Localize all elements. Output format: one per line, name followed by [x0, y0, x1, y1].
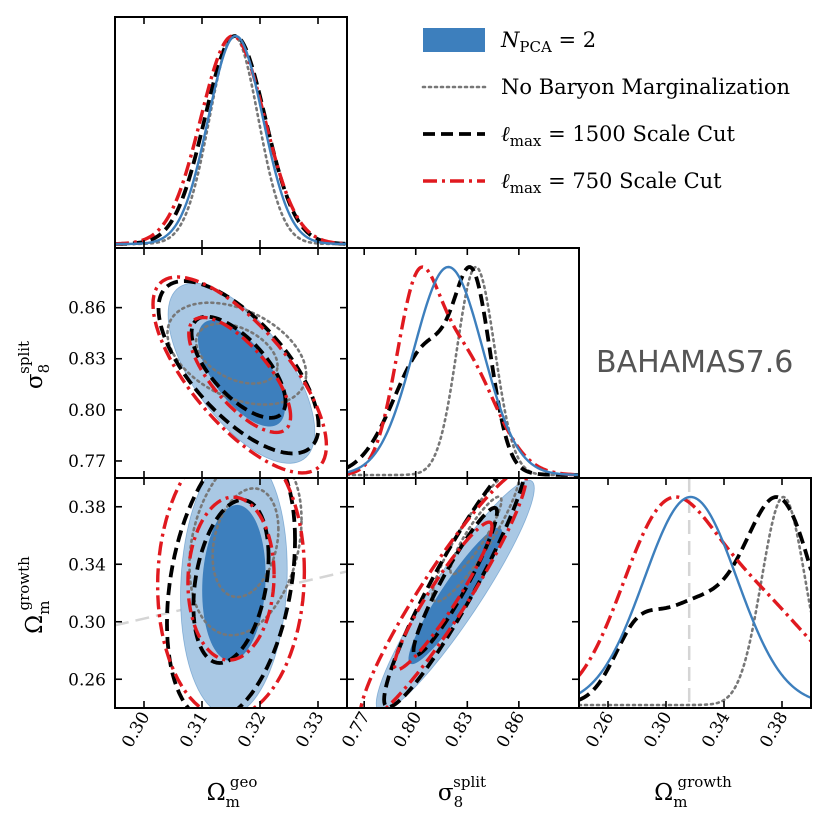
axis-superscript: split — [453, 773, 486, 791]
panels-layer — [114, 16, 812, 709]
y-tick-label: 0.26 — [68, 670, 106, 690]
marginal-curve-0 — [347, 265, 579, 477]
legend: NPCA = 2 No Baryon Marginalization ℓmax = … — [421, 28, 790, 197]
x-tick-label: 0.33 — [292, 709, 328, 752]
legend-label: ℓmax = 750 Scale Cut — [501, 169, 722, 197]
panel-omgrowth-vs-omgeo — [115, 478, 347, 708]
marginal-curve-3 — [347, 265, 579, 477]
contour-inner-3 — [392, 520, 494, 672]
y-tick-label: 0.86 — [68, 299, 106, 319]
svg-text:Ωmgeo: Ωm geo — [207, 773, 258, 811]
panel-omgrowth-marginal — [579, 478, 811, 708]
marginal-curve-2 — [579, 495, 811, 702]
panel-omgeo-marginal — [115, 34, 347, 246]
x-tick-label: 0.30 — [640, 709, 676, 752]
legend-entry-3: ℓmax = 750 Scale Cut — [423, 169, 722, 197]
axis-subscript: m — [673, 793, 687, 811]
y-tick-label: 0.80 — [68, 401, 106, 421]
panel-frame — [114, 16, 348, 249]
reference-line — [115, 570, 347, 627]
y-tick-label: 0.77 — [68, 452, 106, 472]
axis-subscript: 8 — [35, 364, 53, 374]
axis-symbol: Ω — [654, 780, 673, 806]
axis-label-om_geo: Ωm geo — [207, 773, 258, 811]
axis-superscript: growth — [15, 556, 33, 611]
axis-superscript: growth — [677, 773, 732, 791]
y-tick-label: 0.34 — [68, 555, 106, 575]
marginal-curve-2 — [347, 265, 579, 477]
marginal-curve-3 — [115, 34, 347, 246]
axis-label-om_growth: Ωmgrowth — [15, 556, 53, 634]
axis-symbol: Ω — [207, 780, 226, 806]
x-tick-label: 0.31 — [176, 709, 212, 752]
legend-swatch — [423, 28, 485, 52]
contour-inner-1 — [194, 322, 279, 385]
contour-outer-2 — [156, 279, 321, 456]
x-tick-label: 0.30 — [118, 709, 154, 752]
svg-text:Ωmgrowth: Ωmgrowth — [15, 556, 53, 634]
model-annotation: BAHAMAS7.6 — [596, 345, 793, 380]
panel-s8-marginal — [347, 265, 579, 477]
panel-omgrowth-vs-s8 — [359, 478, 535, 708]
x-tick-label: 0.83 — [441, 709, 477, 752]
contour-inner-1 — [211, 487, 280, 599]
contour-inner-2 — [191, 498, 271, 665]
marginal-curve-1 — [115, 34, 347, 246]
contour-outer-3 — [155, 478, 307, 708]
contour-outer-3 — [359, 478, 528, 708]
x-tick-label: 0.34 — [698, 709, 734, 752]
legend-label: No Baryon Marginalization — [501, 75, 790, 99]
legend-label: NPCA = 2 — [500, 28, 596, 56]
x-tick-label: 0.80 — [390, 709, 426, 752]
contour-inner-1 — [449, 495, 503, 576]
axis-symbol: Ω — [22, 615, 48, 634]
x-tick-label: 0.32 — [234, 709, 270, 752]
axis-superscript: split — [15, 341, 33, 374]
panel-s8-vs-omgeo — [151, 275, 329, 475]
marginal-curve-0 — [115, 34, 347, 246]
x-tick-label: 0.26 — [582, 709, 618, 752]
marginal-curve-0 — [579, 495, 811, 699]
svg-text:σ8split: σ8split — [15, 341, 53, 389]
marginal-curve-3 — [579, 495, 811, 677]
svg-text:σ8split: σ8 split — [438, 773, 486, 811]
axis-symbol: σ — [438, 780, 454, 806]
axis-label-om_growth: Ωm growth — [654, 773, 732, 811]
axis-label-s8_split: σ8 split — [438, 773, 486, 811]
y-tick-label: 0.38 — [68, 498, 106, 518]
contour-inner-2 — [189, 314, 288, 420]
legend-label: ℓmax = 1500 Scale Cut — [501, 122, 736, 150]
axis-superscript: geo — [230, 773, 258, 791]
contour-inner-0 — [197, 319, 285, 427]
y-tick-label: 0.83 — [68, 350, 106, 370]
legend-entry-1: No Baryon Marginalization — [421, 75, 790, 99]
contour-outer-2 — [382, 478, 527, 708]
contour-outer-3 — [151, 275, 329, 475]
contour-inner-0 — [202, 504, 266, 661]
x-tick-label: 0.77 — [338, 709, 374, 752]
panel-frame — [578, 477, 812, 709]
x-tick-label: 0.86 — [493, 709, 529, 752]
legend-entry-0: NPCA = 2 — [423, 28, 596, 56]
contour-inner-2 — [411, 505, 499, 658]
legend-entry-2: ℓmax = 1500 Scale Cut — [423, 122, 736, 150]
axis-label-s8_split: σ8split — [15, 341, 53, 389]
contour-outer-1 — [166, 301, 308, 406]
axis-symbol: σ — [22, 373, 48, 389]
marginal-curve-1 — [579, 495, 811, 707]
marginal-curve-2 — [115, 34, 347, 246]
axis-subscript: m — [35, 601, 53, 615]
axis-subscript: 8 — [454, 793, 464, 811]
contour-inner-3 — [187, 315, 293, 435]
x-tick-label: 0.38 — [756, 709, 792, 752]
y-tick-label: 0.30 — [68, 613, 106, 633]
svg-text:Ωmgrowth: Ωm growth — [654, 773, 732, 811]
axis-subscript: m — [226, 793, 240, 811]
contour-outer-2 — [165, 478, 297, 708]
contour-inner-3 — [186, 495, 276, 662]
